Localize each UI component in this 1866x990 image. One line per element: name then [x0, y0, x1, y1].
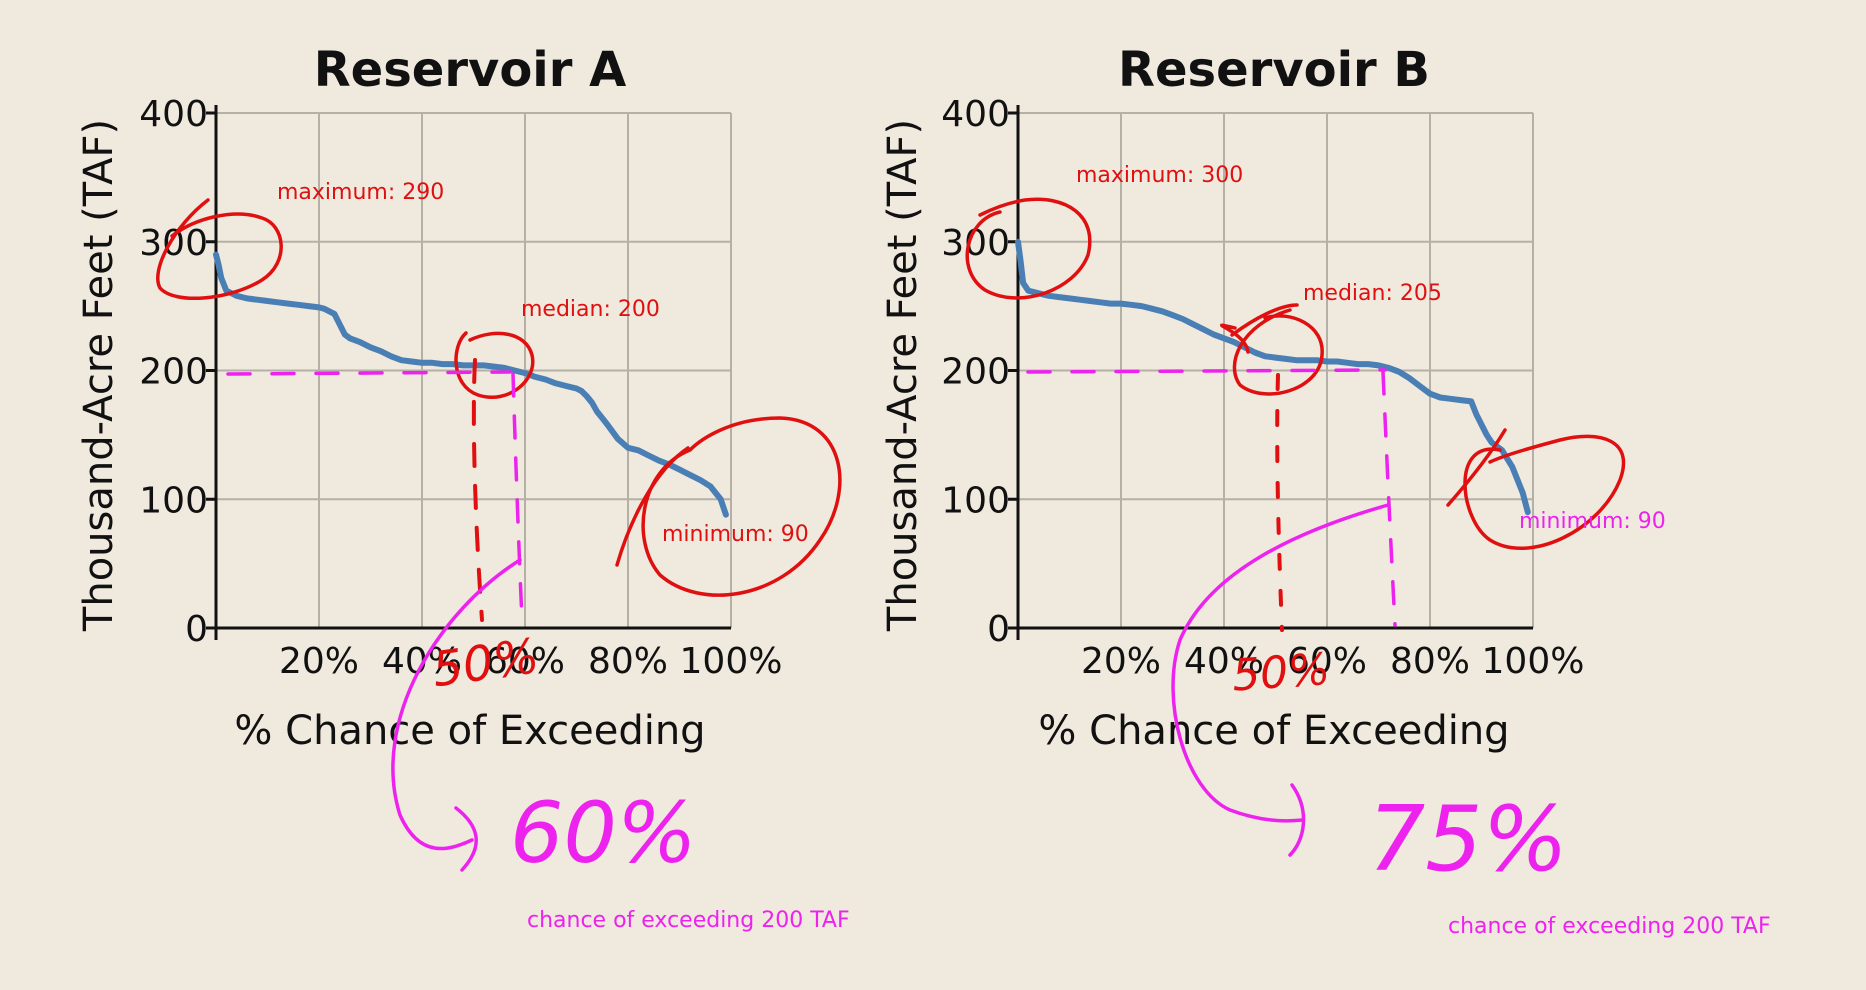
chart-a-ytick-label-2: 200 [139, 352, 208, 393]
chart-a-200-line [226, 370, 512, 376]
chart-a-xtick-label-2: 60% [485, 641, 565, 682]
chart-a-result-caption: chance of exceeding 200 TAF [527, 908, 850, 933]
chart-b-xtick-label-2: 60% [1287, 641, 1367, 682]
chart-a-min-tick [615, 446, 690, 567]
chart-b-series-line [1015, 238, 1531, 516]
chart-a-arrow [391, 558, 522, 872]
chart-b-title: Reservoir B [1118, 42, 1430, 98]
chart-b-ytick-label-0: 0 [987, 609, 1010, 650]
chart-a-xlabel: % Chance of Exceeding [234, 708, 705, 754]
chart-b-min-tick [1446, 428, 1507, 507]
chart-b-ytick-label-4: 400 [941, 94, 1010, 135]
chart-b-result-pct: 75% [1368, 787, 1568, 892]
chart-b-ytick-label-1: 100 [941, 480, 1010, 521]
chart-a-title: Reservoir A [314, 42, 627, 98]
chart-a-ytick-label-0: 0 [185, 609, 208, 650]
chart-b-ylabel: Thousand-Acre Feet (TAF) [880, 119, 926, 632]
chart-a-ytick-label-1: 100 [139, 480, 208, 521]
chart-a-60-drop [511, 372, 524, 622]
chart-a-xtick-label-4: 100% [680, 641, 783, 682]
chart-a-xtick-label-3: 80% [588, 641, 668, 682]
chart-b-arrow [1171, 503, 1390, 857]
chart-b-min-circle [1463, 434, 1626, 550]
chart-a-result-pct: 60% [510, 784, 697, 882]
chart-a-max-label: maximum: 290 [277, 180, 444, 205]
chart-a-max-circle [156, 198, 283, 300]
chart-b-median-drop [1275, 373, 1284, 632]
chart-b-result-caption: chance of exceeding 200 TAF [1448, 914, 1771, 939]
chart-a-median-circle [454, 331, 535, 399]
chart-b-max-circle [965, 197, 1092, 300]
chart-b-median-pct: 50% [1230, 644, 1331, 702]
chart-b-xlabel: % Chance of Exceeding [1038, 708, 1509, 754]
chart-b-min-label: minimum: 90 [1519, 509, 1666, 534]
chart-a-min-label: minimum: 90 [662, 522, 809, 547]
chart-a-median-pct: 50% [429, 628, 542, 698]
chart-a-xtick-label-0: 20% [279, 641, 359, 682]
chart-a-ytick-label-3: 300 [139, 223, 208, 264]
chart-b-median-label: median: 205 [1303, 281, 1442, 306]
chart-b-ytick-label-2: 200 [941, 352, 1010, 393]
chart-a-series-line [213, 251, 729, 518]
chart-b-annotations: maximum: 300 median: 205 minimum: 90 50%… [965, 163, 1771, 939]
chart-b-median-tick [1230, 303, 1299, 337]
chart-a-min-circle [641, 416, 842, 597]
chart-b-xtick-label-3: 80% [1390, 641, 1470, 682]
chart-b-max-label: maximum: 300 [1076, 163, 1243, 188]
chart-a-annotations: maximum: 290 median: 200 minimum: 90 50%… [156, 180, 850, 933]
chart-b-xtick-label-0: 20% [1081, 641, 1161, 682]
chart-a-ytick-label-4: 400 [139, 94, 208, 135]
chart-a-median-drop [471, 358, 484, 622]
chart-b-75-drop [1381, 370, 1397, 627]
chart-b-xtick-label-1: 40% [1184, 641, 1264, 682]
chart-a-ylabel: Thousand-Acre Feet (TAF) [76, 119, 122, 632]
chart-b-median-circle [1219, 308, 1324, 396]
chart-b-xtick-label-4: 100% [1482, 641, 1585, 682]
chart-b-200-line [1026, 368, 1387, 374]
chart-a-median-label: median: 200 [521, 297, 660, 322]
